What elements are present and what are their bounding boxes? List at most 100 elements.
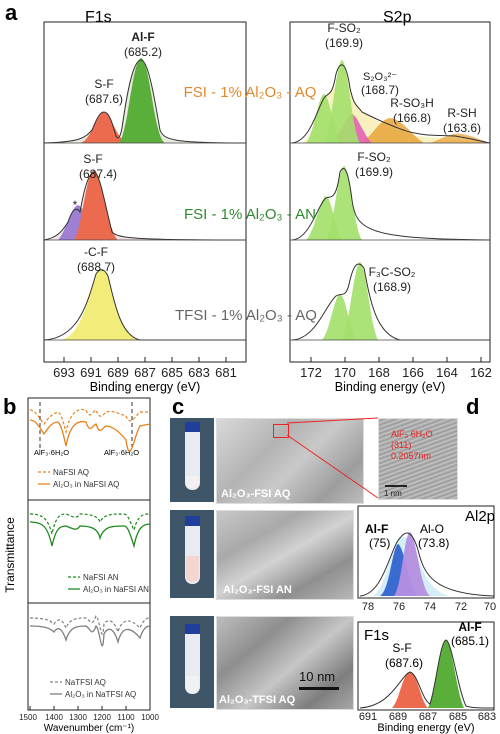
s2p-tick: 172: [300, 365, 322, 380]
f1s-tick: 689: [107, 365, 129, 380]
legend-item: Al₂O₃ in NaFSI AN: [83, 585, 149, 594]
s2p-tfsi-peak: [342, 262, 378, 340]
f1s-tick: 685: [161, 365, 183, 380]
alf3-annot-right: AlF₃·6H₂O: [104, 448, 139, 457]
panel-label-c: c: [172, 394, 184, 419]
panel-label-d: d: [466, 394, 479, 419]
peak-value: (688.7): [77, 260, 115, 274]
f1s-e-xlabel: Binding energy (eV): [377, 722, 474, 734]
ftir-ylabel: Transmittance: [3, 517, 17, 593]
peak-value: (163.6): [443, 121, 481, 135]
peak-value: (73.8): [418, 536, 449, 550]
legend-item: Al₂O₃ in NaFSI AQ: [53, 480, 119, 489]
peak-value: (166.8): [393, 111, 431, 125]
al2p-tick: 72: [455, 601, 467, 613]
al2p-plot: Al2p Al-F (75) Al-O (73.8) 78 76 74 72 7…: [357, 505, 496, 613]
ftir-tick: 1100: [117, 713, 135, 722]
al2p-title: Al2p: [465, 508, 495, 525]
vial-photo-2: [170, 510, 214, 598]
ftir-xlabel: Wavenumber (cm⁻¹): [44, 723, 134, 734]
al2p-tick: 76: [393, 601, 405, 613]
f1s-tick: 683: [188, 365, 210, 380]
scale-label: 10 nm: [299, 669, 336, 684]
f1s-tick: 681: [215, 365, 237, 380]
f1s-e-alf-peak: [428, 640, 464, 708]
legend-item: Al₂O₃ in NaTFSI AQ: [65, 690, 136, 699]
s2p-panel: [289, 21, 491, 363]
peak-label: -C-F: [84, 245, 108, 259]
f1s-e-sf-peak: [392, 672, 428, 708]
scale-bar: [299, 687, 339, 690]
peak-label: F-SO₂: [357, 150, 391, 164]
peak-label: F-SO₂: [327, 21, 361, 35]
peak-value: (168.7): [361, 83, 399, 97]
peak-label: Al-F: [365, 522, 388, 536]
f1s-e-title: F1s: [364, 627, 389, 644]
panel-label-b: b: [3, 394, 16, 419]
peak-label: Al-O: [420, 522, 444, 536]
peak-label-star: *: [73, 198, 78, 212]
row-label-tfsi-aq: TFSI - 1% Al₂O₃ - AQ: [175, 307, 317, 324]
peak-value: (687.6): [85, 92, 123, 106]
f1s-an-sf-peak: [74, 170, 118, 240]
f1s-e-plot: F1s S-F (687.6) Al-F (685.1) 691 689 687…: [357, 620, 496, 734]
s2p-tick: 170: [334, 365, 356, 380]
tem-label: Al₂O₃-TFSI AQ: [219, 694, 296, 706]
row-label-fsi-an: FSI - 1% Al₂O₃ - AN: [184, 206, 316, 223]
s2p-aq-fso2-peak: [324, 60, 360, 143]
peak-value: (168.9): [373, 280, 411, 294]
vial-photo-1: [170, 418, 214, 502]
s2p-tick: 164: [436, 365, 458, 380]
legend-item: NaTFSI AQ: [65, 678, 106, 687]
legend-item: NaFSI AQ: [53, 468, 89, 477]
f1s-title: F1s: [85, 9, 112, 26]
f1s-e-tick: 685: [449, 711, 467, 723]
peak-value: (687.6): [385, 656, 423, 670]
tem-image-1: Al₂O₃-FSI AQ: [216, 418, 364, 504]
peak-label: S-F: [392, 641, 411, 655]
peak-label: Al-F: [458, 620, 481, 634]
peak-label: F₃C-SO₂: [369, 265, 416, 279]
tem-label: Al₂O₃-FSI AN: [223, 584, 292, 596]
legend-item: NaFSI AN: [83, 573, 119, 582]
peak-value: (687.4): [79, 167, 117, 181]
s2p-tick: 168: [368, 365, 390, 380]
al2p-tick: 74: [424, 601, 436, 613]
panel-label-a: a: [5, 0, 18, 25]
peak-label: Al-F: [131, 30, 154, 44]
f1s-tfsi-cf-peak: [60, 269, 140, 340]
al2p-tick: 78: [362, 601, 374, 613]
peak-value: (685.1): [451, 634, 489, 648]
peak-label: R-SO₃H: [390, 96, 434, 110]
f1s-e-tick: 691: [359, 711, 377, 723]
f1s-aq-alf-peak: [118, 58, 165, 143]
peak-label: S-F: [94, 77, 113, 91]
f1s-tick: 687: [134, 365, 156, 380]
al2p-alo-peak: [394, 532, 430, 596]
vial-photo-3: [170, 616, 214, 708]
al2p-tick: 70: [484, 601, 496, 613]
peak-value: (75): [369, 536, 390, 550]
alf3-annot-left: AlF₃·6H₂O: [34, 448, 69, 457]
f1s-tick: 691: [80, 365, 102, 380]
ftir-tick: 1400: [45, 713, 63, 722]
peak-value: (169.9): [355, 165, 393, 179]
ftir-tick: 1000: [141, 713, 159, 722]
f1s-aq-sf-peak: [80, 112, 128, 143]
ftir-tick: 1500: [19, 713, 37, 722]
f1s-tick: 693: [53, 365, 75, 380]
s2p-title: S2p: [383, 9, 412, 26]
f1s-panel: [43, 21, 247, 363]
peak-value: (169.9): [325, 36, 363, 50]
s2p-tick: 162: [470, 365, 492, 380]
s2p-an-fso2-peak: [326, 166, 362, 240]
peak-label: S₂O₃²⁻: [363, 71, 397, 83]
f1s-e-tick: 683: [478, 711, 496, 723]
hrtem-scale-label: 1 nm: [384, 489, 402, 498]
s2p-tick: 166: [402, 365, 424, 380]
tem-label: Al₂O₃-FSI AQ: [221, 488, 291, 500]
peak-label: R-SH: [447, 106, 476, 120]
peak-value: (685.2): [124, 45, 162, 59]
lattice-annotation: AlF₃ 6H₂O (311) 0.2057nm: [391, 429, 433, 461]
